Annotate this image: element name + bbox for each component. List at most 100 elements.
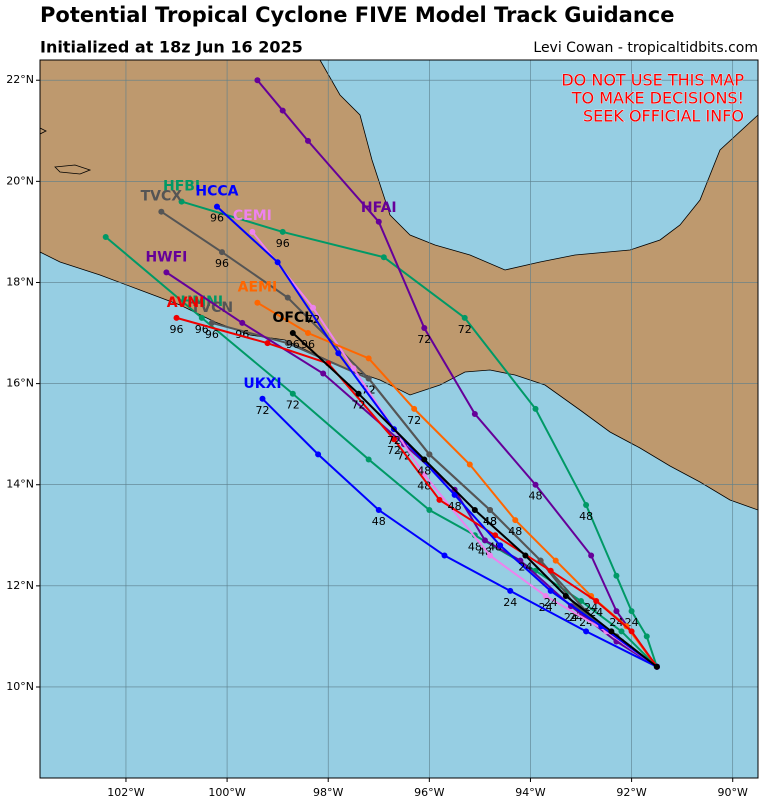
- y-tick-label: 22°N: [6, 73, 34, 86]
- y-tick-label: 20°N: [6, 174, 34, 187]
- track-point: [547, 567, 554, 574]
- track-point: [532, 481, 539, 488]
- track-name: HMNI: [181, 294, 224, 310]
- y-tick-label: 18°N: [6, 275, 34, 288]
- track-point: [173, 314, 180, 321]
- hour-label: 72: [458, 323, 472, 336]
- hour-label: 96: [205, 328, 219, 341]
- track-point: [320, 370, 327, 377]
- subtitle: Initialized at 18z Jun 16 2025: [40, 38, 303, 57]
- track-point: [466, 461, 473, 468]
- track-point: [588, 552, 595, 559]
- track-point: [264, 340, 271, 347]
- x-tick-label: 102°W: [107, 786, 144, 799]
- hour-label: 72: [417, 333, 431, 346]
- track-line: [105, 236, 658, 668]
- track-point: [653, 663, 660, 670]
- track-line: [181, 200, 658, 668]
- track-point: [426, 451, 433, 458]
- hour-label: 48: [529, 490, 543, 503]
- track-point: [375, 218, 382, 225]
- track-point: [487, 507, 494, 514]
- hour-label: 24: [503, 596, 517, 609]
- map-frame: [39, 59, 759, 779]
- track-point: [310, 304, 317, 311]
- track-name: CEMI: [233, 208, 272, 224]
- track-point: [213, 203, 220, 210]
- track-name: OFCL: [272, 310, 313, 326]
- track-point: [471, 410, 478, 417]
- track-point: [279, 228, 286, 235]
- track-name: HFAI: [361, 200, 397, 216]
- hour-label: 24: [589, 606, 603, 619]
- track-point: [284, 294, 291, 301]
- hour-label: 72: [387, 444, 401, 457]
- hour-label: 48: [372, 515, 386, 528]
- track-name: TVCN: [191, 300, 233, 316]
- track-point: [512, 517, 519, 524]
- track-point: [380, 254, 387, 261]
- track-point: [102, 233, 109, 240]
- track-point: [628, 628, 635, 635]
- hour-label: 72: [255, 404, 269, 417]
- track-point: [421, 456, 428, 463]
- x-tick-label: 90°W: [718, 786, 748, 799]
- track-point: [208, 319, 215, 326]
- track-point: [421, 324, 428, 331]
- hour-label: 24: [569, 611, 583, 624]
- track-point: [507, 587, 514, 594]
- hour-label: 96: [276, 237, 290, 250]
- track-point: [613, 572, 620, 579]
- track-point: [552, 557, 559, 564]
- track-point: [304, 330, 311, 337]
- hour-label: 48: [579, 510, 593, 523]
- hour-label: 96: [286, 338, 300, 351]
- track-point: [542, 592, 549, 599]
- track-point: [254, 77, 261, 84]
- track-point: [249, 228, 256, 235]
- track-point: [461, 314, 468, 321]
- track-point: [274, 259, 281, 266]
- track-point: [279, 107, 286, 114]
- track-point: [628, 608, 635, 615]
- track-point: [158, 208, 165, 215]
- track-point: [198, 314, 205, 321]
- track-point: [289, 330, 296, 337]
- x-tick-label: 92°W: [616, 786, 646, 799]
- track-name: HWFI: [145, 249, 187, 265]
- track-point: [608, 628, 615, 635]
- track-point: [522, 552, 529, 559]
- track-point: [497, 542, 504, 549]
- credit: Levi Cowan - tropicaltidbits.com: [533, 40, 758, 56]
- hour-label: 24: [518, 561, 532, 574]
- track-point: [593, 598, 600, 605]
- track-name: TVCX: [141, 189, 183, 205]
- land: [40, 60, 758, 511]
- hour-label: 72: [387, 434, 401, 447]
- x-tick-label: 96°W: [414, 786, 444, 799]
- track-point: [471, 507, 478, 514]
- x-tick-label: 98°W: [313, 786, 343, 799]
- track-point: [259, 395, 266, 402]
- track-point: [643, 633, 650, 640]
- track-point: [284, 340, 291, 347]
- track-point: [315, 451, 322, 458]
- warning-text: DO NOT USE THIS MAP: [561, 71, 744, 90]
- track-point: [547, 587, 554, 594]
- track-point: [304, 137, 311, 144]
- hour-label: 48: [417, 464, 431, 477]
- warning-text: SEEK OFFICIAL INFO: [583, 107, 744, 126]
- track-point: [436, 496, 443, 503]
- hour-label: 72: [286, 399, 300, 412]
- track-name: UKXI: [243, 376, 281, 392]
- track-point: [618, 628, 625, 635]
- warning-text: TO MAKE DECISIONS!: [571, 89, 744, 108]
- track-point: [583, 628, 590, 635]
- track-point: [254, 299, 261, 306]
- hour-label: 96: [215, 257, 229, 270]
- cuba: [40, 127, 92, 175]
- y-tick-label: 16°N: [6, 377, 34, 390]
- track-line: [251, 231, 658, 668]
- track-point: [335, 350, 342, 357]
- hour-label: 48: [508, 525, 522, 538]
